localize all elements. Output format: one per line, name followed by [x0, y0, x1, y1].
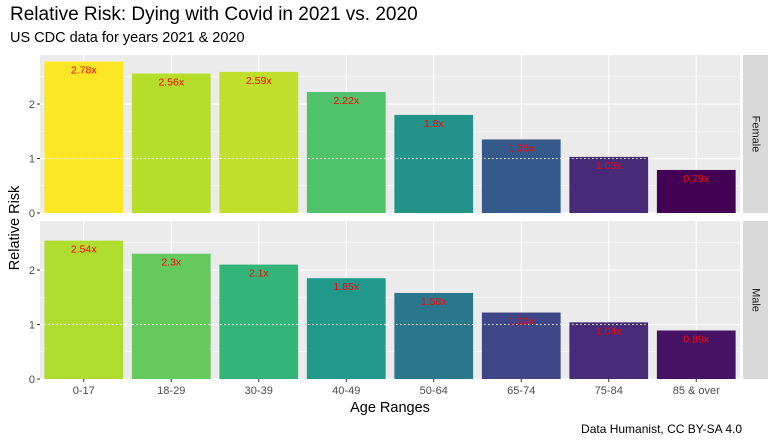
y-tick-label: 0 [29, 374, 35, 386]
x-axis-label: Age Ranges [350, 400, 430, 416]
bar-value-label: 1.58x [421, 296, 447, 308]
bar-value-label: 2.59x [246, 75, 272, 87]
x-tick-label: 65-74 [507, 385, 535, 397]
x-tick-label: 18-29 [157, 385, 185, 397]
y-tick-label: 0 [29, 208, 35, 220]
x-tick-label: 40-49 [332, 385, 360, 397]
x-tick-label: 75-84 [595, 385, 623, 397]
bar-value-label: 1.03x [596, 160, 622, 172]
x-tick-label: 50-64 [420, 385, 448, 397]
bar [394, 292, 474, 379]
bar [219, 71, 299, 214]
chart-title: Relative Risk: Dying with Covid in 2021 … [10, 4, 418, 25]
bar [481, 312, 561, 379]
bar [131, 253, 211, 379]
facet-strip [743, 55, 768, 213]
facet-strip [743, 221, 768, 379]
bar-value-label: 2.22x [333, 95, 359, 107]
facet-strip-label: Female [750, 116, 762, 153]
bar [569, 322, 649, 379]
bar-value-label: 2.1x [249, 268, 270, 280]
y-tick-label: 2 [29, 265, 35, 277]
bar-value-label: 1.04x [596, 325, 622, 337]
bar [44, 240, 124, 379]
bar-value-label: 1.22x [508, 316, 534, 328]
bar-value-label: 0.89x [683, 334, 709, 346]
bar [131, 73, 211, 213]
bar-value-label: 0.79x [683, 173, 709, 185]
bar-value-label: 1.8x [424, 118, 445, 130]
y-tick-label: 1 [29, 154, 35, 166]
bar [656, 169, 736, 213]
x-tick-label: 85 & over [673, 385, 720, 397]
bar [306, 278, 386, 379]
bar-value-label: 2.54x [71, 244, 97, 256]
x-tick-label: 30-39 [245, 385, 273, 397]
bar-value-label: 2.3x [161, 257, 182, 269]
bar [44, 61, 124, 213]
bar-value-label: 1.85x [333, 281, 359, 293]
bar [219, 264, 299, 379]
chart-caption: Data Humanist, CC BY-SA 4.0 [581, 422, 742, 436]
bar-value-label: 2.78x [71, 65, 97, 77]
chart-subtitle: US CDC data for years 2021 & 2020 [10, 30, 245, 46]
bar [656, 330, 736, 379]
bar [481, 139, 561, 213]
bar-value-label: 2.56x [158, 77, 184, 89]
bar [394, 114, 474, 213]
bar [306, 92, 386, 213]
bar [569, 156, 649, 213]
facet-strip-label: Male [750, 288, 762, 312]
bar-value-label: 1.35x [508, 142, 534, 154]
y-tick-label: 2 [29, 99, 35, 111]
y-tick-label: 1 [29, 320, 35, 332]
x-tick-label: 0-17 [73, 385, 95, 397]
